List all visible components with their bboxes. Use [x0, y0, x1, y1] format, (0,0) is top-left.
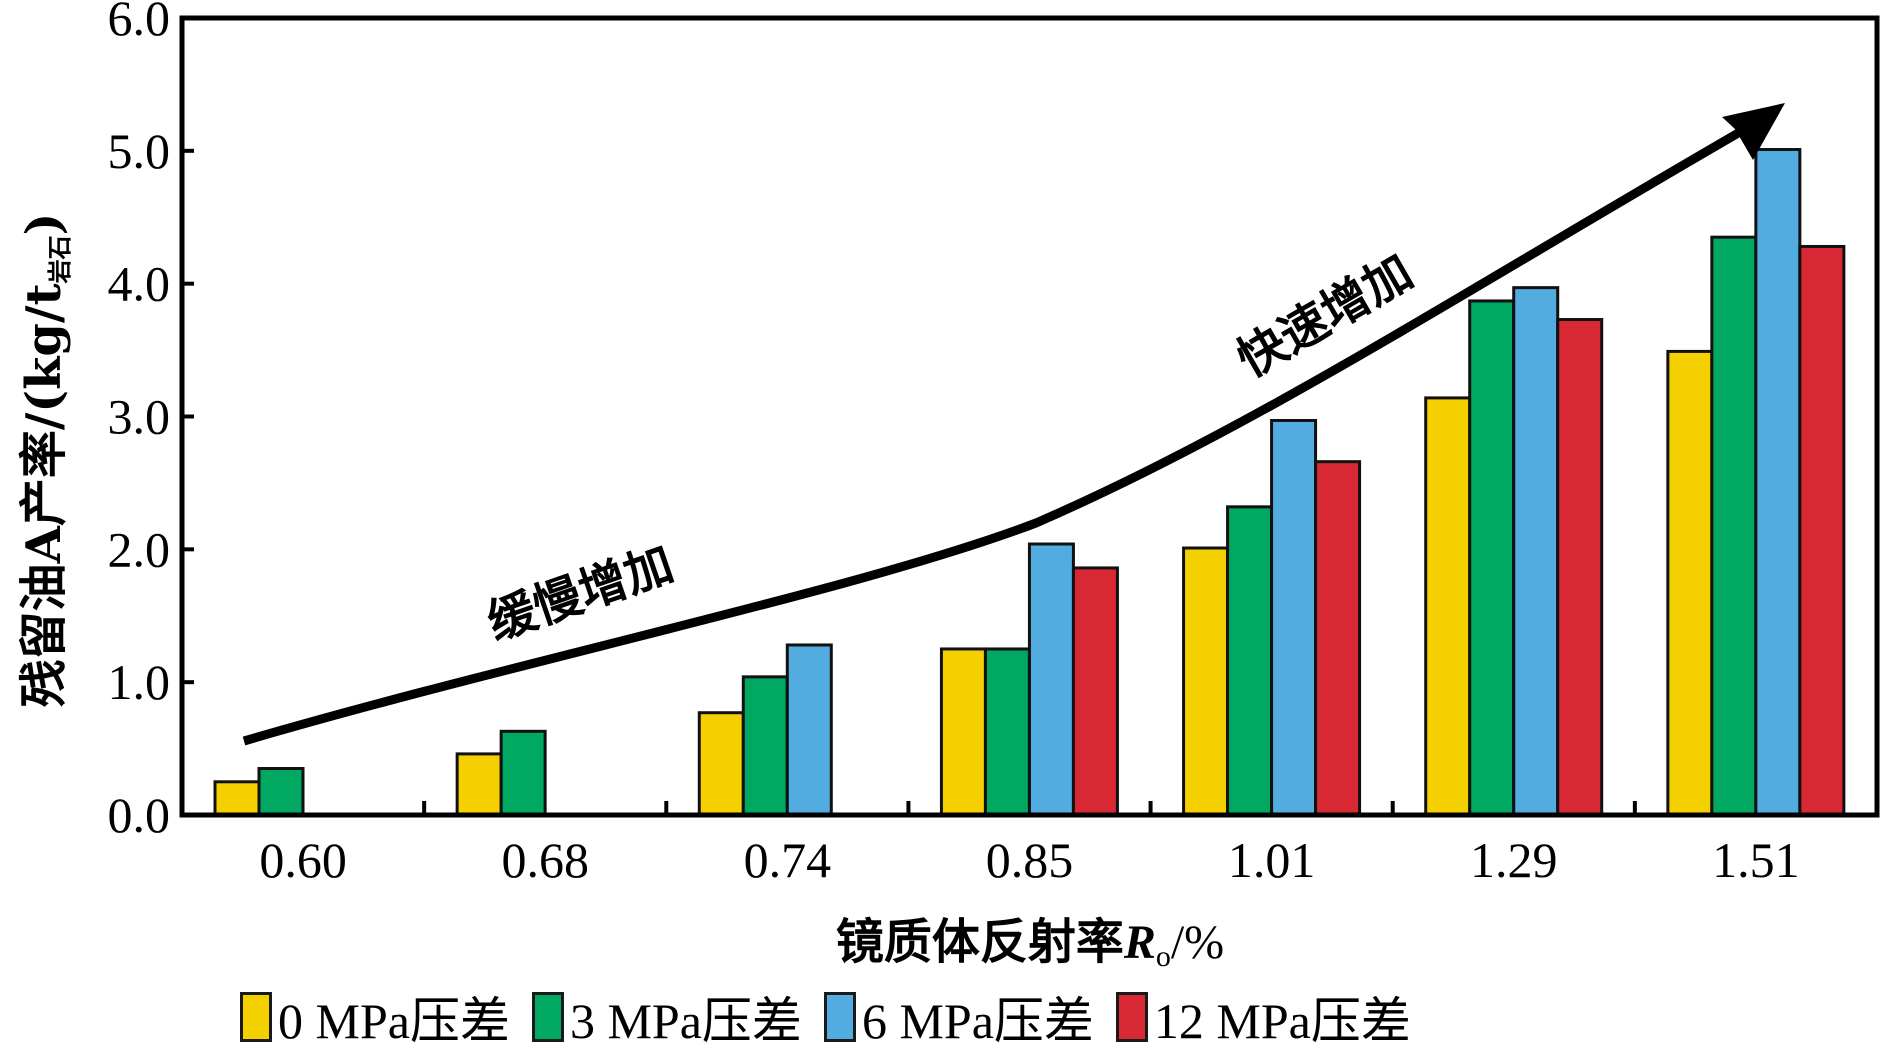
bar-1.51-series-0	[1666, 349, 1714, 817]
trend-arrow	[242, 103, 1785, 746]
legend-swatch	[823, 992, 856, 1042]
y-tick-label: 1.0	[108, 654, 171, 710]
trend-curve	[242, 128, 1743, 746]
bar-1.01-series-0	[1182, 546, 1230, 817]
y-tick-label: 2.0	[108, 521, 171, 577]
bar-0.68-series-0	[455, 752, 503, 817]
bar-1.51-series-2	[1754, 148, 1802, 817]
bar-1.51-series-3	[1798, 244, 1846, 817]
y-axis-title-main: 残留油A产率/(kg/t	[16, 283, 72, 707]
y-axis-title-close: )	[16, 213, 72, 236]
bar-0.68-series-1	[499, 729, 547, 817]
bar-0.85-series-1	[983, 647, 1031, 817]
bars-layer	[213, 148, 1846, 817]
svg-text:镜质体反射率Ro/%: 镜质体反射率Ro/%	[836, 914, 1224, 973]
annotation-fast-increase: 快速增加	[1228, 244, 1422, 389]
legend-item-0: 0 MPa压差	[240, 981, 510, 1053]
bar-0.74-series-2	[785, 643, 833, 817]
bar-0.74-series-0	[697, 711, 745, 817]
chart: 0.0 1.0 2.0 3.0 4.0 5.0 6.0 0.60 0.68 0.74 0.85 1.0…	[16, 0, 1880, 973]
y-tick-label: 5.0	[108, 123, 171, 179]
legend-label: 3 MPa压差	[569, 993, 802, 1049]
legend-swatch	[1115, 992, 1148, 1042]
svg-text:残留油A产率/(kg/t岩石): 残留油A产率/(kg/t岩石)	[16, 213, 74, 708]
bar-0.60-series-0	[213, 780, 261, 817]
axes-layer: 0.0 1.0 2.0 3.0 4.0 5.0 6.0 0.60 0.68 0.74 0.85 1.0…	[108, 0, 1880, 888]
legend-item-1: 3 MPa压差	[531, 981, 802, 1053]
x-tick-label: 0.85	[986, 832, 1074, 888]
bar-1.29-series-1	[1468, 299, 1516, 817]
y-tick-label: 3.0	[108, 389, 171, 445]
x-axis-title-symbol: R	[1123, 916, 1156, 969]
x-axis-title: 镜质体反射率Ro/%	[836, 914, 1224, 973]
x-tick-label: 1.51	[1712, 832, 1800, 888]
bar-0.85-series-0	[939, 647, 987, 817]
legend-label: 12 MPa压差	[1153, 993, 1411, 1049]
y-tick-label: 4.0	[108, 256, 171, 312]
bar-1.29-series-2	[1512, 286, 1560, 817]
legend-label: 6 MPa压差	[861, 993, 1094, 1049]
bar-1.01-series-3	[1314, 460, 1362, 817]
legend-item-2: 6 MPa压差	[823, 981, 1094, 1053]
bar-0.74-series-1	[741, 675, 789, 817]
y-axis-title: 残留油A产率/(kg/t岩石)	[16, 213, 74, 708]
bar-0.85-series-2	[1027, 542, 1075, 817]
x-tick-label: 0.60	[259, 832, 347, 888]
bar-1.01-series-2	[1270, 418, 1318, 817]
legend-swatch	[240, 992, 272, 1042]
x-axis-title-main: 镜质体反射率	[836, 914, 1124, 970]
bar-1.01-series-1	[1226, 505, 1274, 817]
x-tick-label: 0.68	[501, 832, 589, 888]
legend-item-3: 12 MPa压差	[1115, 981, 1411, 1053]
legend: 0 MPa压差 3 MPa压差 6 MPa压差 12 MPa压差	[240, 982, 1411, 1052]
legend-swatch	[531, 992, 564, 1042]
bar-1.29-series-0	[1424, 396, 1472, 817]
y-tick-label: 0.0	[108, 787, 171, 843]
x-tick-label: 0.74	[744, 832, 832, 888]
trend-arrowhead-icon	[1722, 103, 1785, 160]
x-axis-title-unit: /%	[1171, 916, 1224, 969]
x-tick-label: 1.01	[1228, 832, 1316, 888]
bar-1.51-series-1	[1710, 235, 1758, 817]
y-axis-title-subscript: 岩石	[45, 235, 74, 284]
legend-label: 0 MPa压差	[278, 993, 510, 1049]
x-axis-title-subscript: o	[1156, 940, 1171, 973]
x-tick-label: 1.29	[1470, 832, 1558, 888]
bar-0.85-series-3	[1071, 566, 1119, 817]
bar-1.29-series-3	[1556, 318, 1604, 817]
y-tick-label: 6.0	[108, 0, 171, 46]
bar-0.60-series-1	[257, 767, 305, 817]
